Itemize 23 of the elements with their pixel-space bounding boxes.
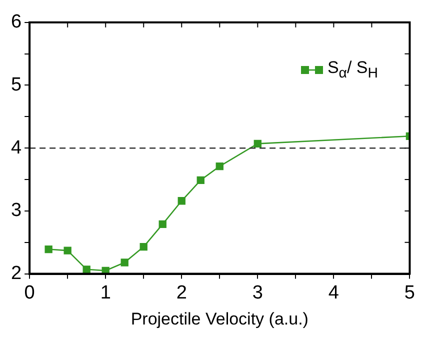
x-tick-label: 2 — [176, 282, 187, 304]
point — [178, 197, 186, 205]
y-tick-label: 2 — [10, 263, 22, 284]
y-tick-label: 3 — [10, 200, 22, 222]
point — [216, 162, 224, 170]
x-axis-title: Projectile Velocity (a.u.) — [130, 309, 308, 328]
point — [120, 258, 128, 266]
point — [254, 140, 262, 148]
legend-label: S$_{α}$/ S$_{H}$ — [327, 58, 378, 82]
x-tick-label: 0 — [24, 282, 35, 304]
point — [64, 246, 72, 254]
x-tick-label: 3 — [252, 282, 263, 304]
point — [82, 266, 90, 274]
x-tick-label: 1 — [100, 282, 111, 304]
y-tick-label: 5 — [10, 74, 22, 96]
point — [196, 176, 204, 184]
x-tick-label: 4 — [328, 282, 340, 304]
y-tick-label: 4 — [10, 137, 22, 158]
point — [158, 220, 166, 228]
y-tick-label: 6 — [10, 12, 22, 33]
x-tick-label: 5 — [404, 282, 416, 304]
point — [44, 245, 52, 254]
point — [140, 242, 148, 251]
